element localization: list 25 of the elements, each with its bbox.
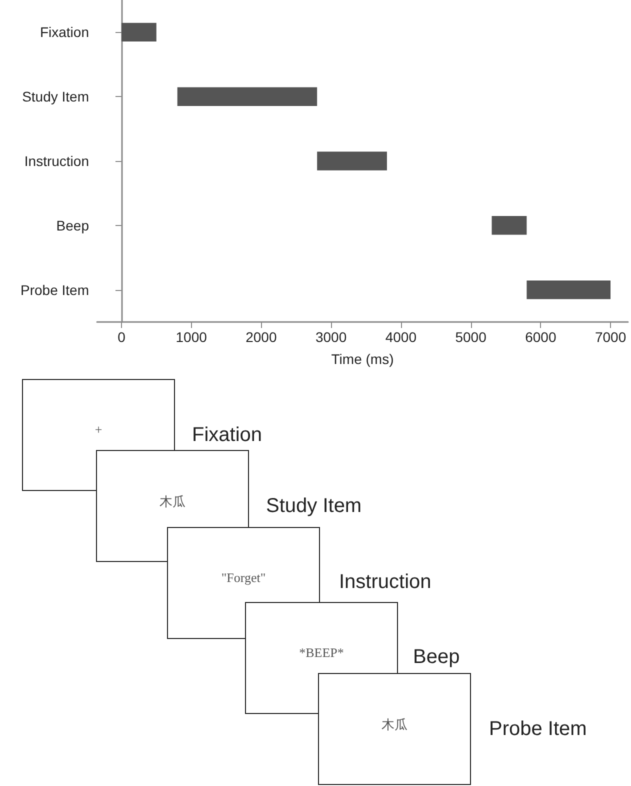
- y-tick-label: Beep: [56, 217, 90, 234]
- x-tick-label: 0: [118, 329, 126, 345]
- x-tick-label: 4000: [385, 329, 417, 345]
- x-tick-label: 7000: [594, 329, 626, 345]
- text: Probe Item: [489, 718, 587, 741]
- bar: [492, 216, 527, 235]
- text: Beep: [413, 646, 460, 669]
- bar: [177, 87, 318, 106]
- text: Fixation: [192, 424, 262, 447]
- x-tick-label: 5000: [455, 329, 487, 345]
- bar: [121, 22, 156, 42]
- x-tick-label: 6000: [525, 329, 556, 345]
- bar: [526, 280, 611, 300]
- text: Instruction: [339, 571, 432, 594]
- y-tick-label: Fixation: [40, 24, 89, 40]
- screen-frame: 木瓜: [318, 673, 471, 785]
- y-tick-label: Instruction: [24, 153, 89, 169]
- x-tick-label: 1000: [176, 329, 208, 345]
- x-axis-title: Time (ms): [331, 351, 394, 367]
- bar: [317, 152, 387, 170]
- y-tick-label: Probe Item: [20, 282, 89, 298]
- text: Study Item: [266, 495, 362, 518]
- x-tick-label: 3000: [315, 329, 347, 345]
- x-tick-label: 2000: [246, 329, 277, 345]
- y-tick-label: Study Item: [22, 88, 89, 105]
